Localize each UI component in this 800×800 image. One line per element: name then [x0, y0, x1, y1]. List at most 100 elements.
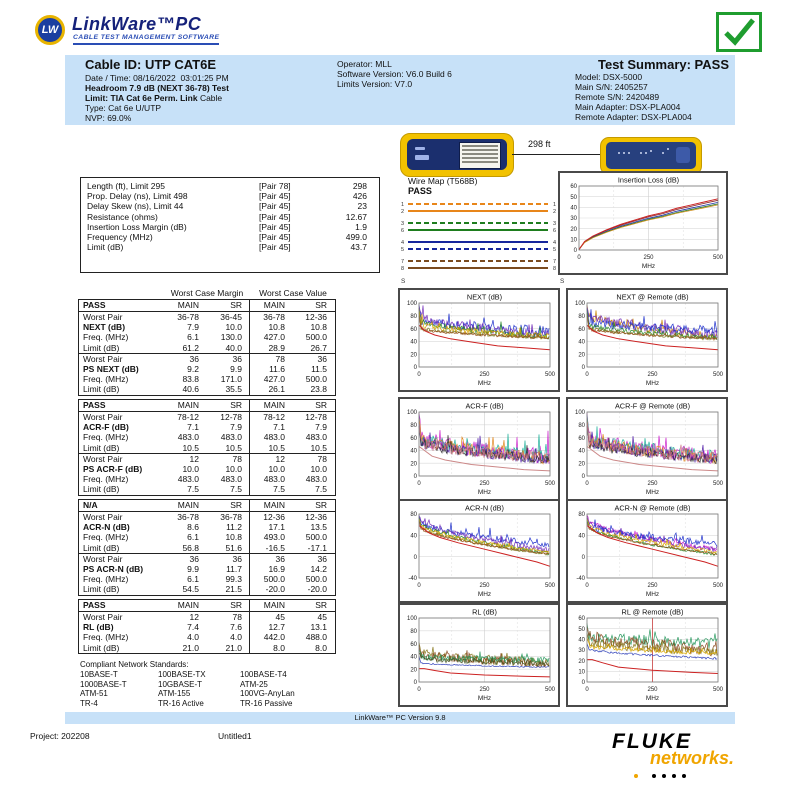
result-cell: 483.0: [220, 432, 242, 443]
svg-text:60: 60: [578, 616, 585, 622]
result-row: ACR-N (dB) 8.6 11.2 17.1 13.5: [79, 522, 335, 533]
svg-text:0: 0: [585, 583, 589, 589]
svg-text:60: 60: [578, 436, 585, 442]
column-header-cell: MAIN: [177, 500, 199, 510]
svg-text:50: 50: [570, 195, 577, 201]
pass-checkbox[interactable]: [716, 12, 762, 52]
result-cell: PS ACR-N (dB): [83, 564, 144, 575]
summary-cell: 499.0: [345, 232, 367, 243]
result-cell: 36: [249, 553, 292, 565]
svg-text:40: 40: [410, 655, 417, 661]
result-cell: 14.2: [310, 564, 327, 575]
svg-text:60: 60: [410, 436, 417, 442]
summary-row: Resistance (ohms) [Pair 45] 12.67: [87, 212, 379, 222]
svg-text:20: 20: [410, 461, 417, 467]
svg-text:2: 2: [553, 209, 556, 215]
svg-text:500: 500: [545, 687, 556, 693]
result-status-row: PASS MAIN SR MAIN SR: [79, 300, 335, 312]
standard-item: 10GBASE-T: [158, 679, 203, 689]
result-cell: 12-36: [305, 312, 327, 322]
svg-text:MHz: MHz: [646, 591, 659, 598]
info-line: Remote S/N: 2420489: [575, 92, 660, 102]
result-cell: 7.4: [187, 622, 199, 633]
summary-cell: [Pair 45]: [259, 211, 291, 222]
result-row: Freq. (MHz) 6.1 130.0 427.0 500.0: [79, 332, 335, 343]
column-header-cell: MAIN: [249, 600, 292, 611]
result-cell: Freq. (MHz): [83, 332, 129, 343]
column-header-cell: SR: [230, 500, 242, 510]
result-cell: 83.8: [182, 374, 199, 385]
insertion-loss-chart: Insertion Loss (dB) 0 10 20 30 40 50 60 0 250 500 M…: [558, 171, 728, 275]
svg-text:0: 0: [417, 372, 421, 378]
svg-text:1: 1: [553, 202, 556, 208]
chart-svg: NEXT @ Remote (dB) 0 20 40 60 80 100 0 250 500 MHz: [575, 293, 724, 388]
summary-cell: [Pair 45]: [259, 221, 291, 232]
result-cell: 13.5: [310, 522, 327, 533]
result-cell: 12-36: [249, 512, 292, 523]
summary-cell: Prop. Delay (ns), Limit 498: [87, 191, 188, 202]
result-cell: 11.2: [226, 522, 242, 533]
result-cell: 40.0: [225, 342, 242, 353]
linkware-logo-icon: LW: [35, 15, 65, 45]
svg-text:500: 500: [545, 481, 556, 487]
svg-text:40: 40: [410, 534, 417, 540]
next-chart: NEXT (dB) 0 20 40 60 80 100 0 250 500 MHz: [398, 288, 560, 392]
result-cell: 6.1: [187, 532, 199, 543]
svg-text:80: 80: [410, 512, 417, 518]
summary-table: Length (ft), Limit 295 [Pair 78] 298 Prop. …: [80, 177, 380, 273]
svg-text:20: 20: [578, 659, 585, 665]
logo-dot: [672, 774, 676, 778]
summary-cell: 1.9: [355, 221, 367, 232]
result-cell: Worst Pair: [83, 453, 123, 464]
result-cell: 78: [232, 612, 242, 622]
fluke-wordmark: FLUKE: [612, 730, 692, 753]
column-header-cell: SR: [230, 400, 242, 410]
column-header-cell: MAIN: [249, 400, 292, 411]
svg-text:NEXT @ Remote (dB): NEXT @ Remote (dB): [616, 293, 688, 302]
info-line: Main S/N: 2405257: [575, 82, 648, 92]
test-summary: Test Summary: PASS: [597, 57, 729, 72]
result-cell: 8.6: [187, 522, 199, 533]
app-title: LinkWare™PC: [72, 14, 202, 34]
compliant-standards: Compliant Network Standards: 10BASE-T 100…: [80, 660, 370, 708]
result-cell: 6.1: [187, 332, 199, 343]
info-line: Limits Version: V7.0: [337, 79, 413, 89]
svg-text:500: 500: [713, 481, 724, 487]
result-cell: Limit (dB): [83, 342, 120, 353]
worst-case-margin-header: Worst Case Margin: [170, 288, 244, 298]
column-header-cell: MAIN: [249, 300, 292, 311]
worst-case-value-header: Worst Case Value: [259, 288, 327, 298]
result-cell: 99.3: [225, 574, 242, 585]
svg-text:7: 7: [553, 259, 556, 265]
svg-text:20: 20: [578, 461, 585, 467]
result-cell: 21.0: [182, 642, 199, 653]
result-row: Freq. (MHz) 483.0 483.0 483.0 483.0: [79, 432, 335, 443]
result-cell: 130.0: [220, 332, 242, 343]
wiremap-title: Wire Map (T568B): [408, 176, 478, 186]
result-row: Worst Pair 36-78 36-78 12-36 12-36: [79, 512, 335, 523]
column-header-cell: SR: [230, 300, 242, 310]
svg-text:0: 0: [417, 583, 421, 589]
svg-text:ACR-N (dB): ACR-N (dB): [465, 504, 504, 513]
result-cell: 10.5: [249, 442, 292, 453]
result-cell: 12-36: [305, 512, 327, 522]
result-row: Limit (dB) 56.8 51.6 -16.5 -17.1: [79, 542, 335, 553]
result-cell: 483.0: [177, 474, 199, 485]
result-cell: Limit (dB): [83, 642, 120, 653]
test-info-right: Model: DSX-5000 Main S/N: 2405257 Remote S…: [575, 72, 692, 122]
svg-text:20: 20: [410, 667, 417, 673]
svg-text:80: 80: [410, 423, 417, 429]
result-cell: 28.9: [249, 342, 292, 353]
result-cell: Worst Pair: [83, 412, 123, 422]
result-cell: 36: [317, 353, 327, 364]
status-cell: PASS: [83, 600, 106, 610]
svg-text:RL (dB): RL (dB): [472, 608, 497, 617]
result-cell: 36-78: [177, 512, 199, 522]
summary-cell: [Pair 45]: [259, 242, 291, 253]
remote-tester-device: [600, 137, 702, 175]
column-header-cell: SR: [315, 400, 327, 410]
result-row: Worst Pair 36-78 36-45 36-78 12-36: [79, 312, 335, 323]
result-cell: 7.9: [315, 422, 327, 433]
svg-text:100: 100: [575, 410, 586, 416]
svg-text:0: 0: [582, 555, 586, 561]
